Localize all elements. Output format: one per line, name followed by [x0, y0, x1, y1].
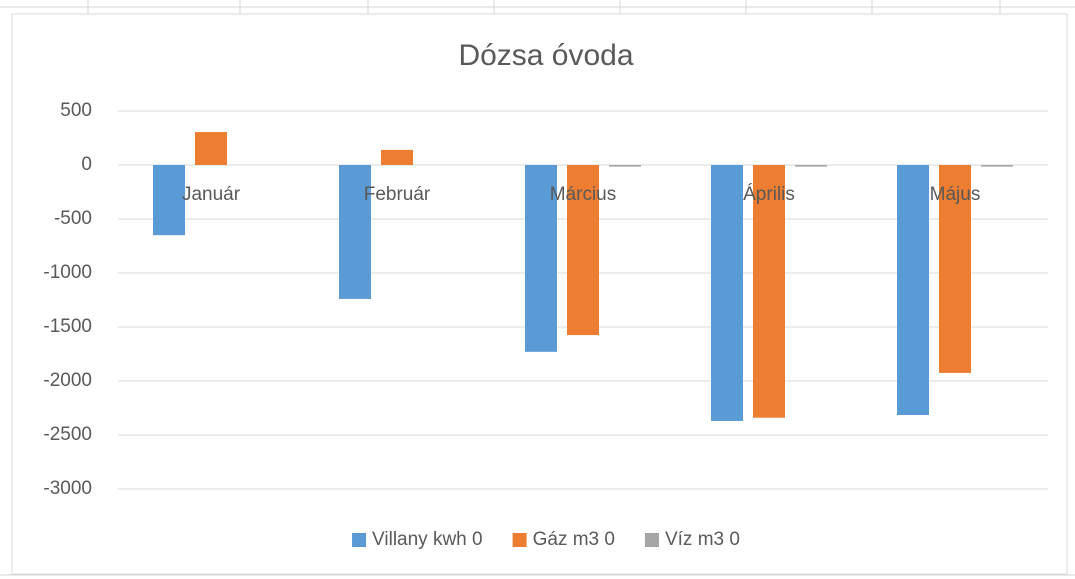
x-tick-label: Március	[550, 184, 617, 205]
legend-label: Villany kwh 0	[372, 529, 483, 550]
bar	[939, 165, 971, 373]
x-tick-label: Április	[743, 184, 795, 205]
x-tick-label: Január	[182, 184, 241, 205]
legend-swatch	[352, 533, 367, 547]
bar	[567, 165, 599, 336]
chart-title: Dózsa óvoda	[458, 39, 633, 72]
bar	[753, 165, 785, 418]
y-tick-label: -3000	[43, 478, 92, 499]
y-tick-label: -1000	[43, 262, 92, 283]
x-tick-label: Február	[364, 184, 431, 205]
bar	[381, 149, 413, 165]
bar	[195, 132, 227, 165]
y-tick-label: -2500	[43, 424, 92, 445]
legend-label: Víz m3 0	[665, 529, 740, 550]
y-tick-label: -1500	[43, 316, 92, 337]
bar	[711, 165, 743, 421]
legend-swatch	[644, 533, 659, 547]
bar	[153, 165, 185, 236]
x-tick-label: Május	[930, 184, 981, 205]
y-tick-label: -2000	[43, 370, 92, 391]
legend-label: Gáz m3 0	[533, 529, 615, 550]
legend-swatch	[512, 533, 527, 547]
y-tick-label: 0	[81, 154, 92, 175]
bar	[609, 165, 641, 167]
bar	[981, 165, 1013, 167]
bar	[339, 165, 371, 299]
y-tick-label: 500	[60, 100, 92, 121]
y-tick-label: -500	[54, 208, 92, 229]
bar	[897, 165, 929, 416]
bar	[525, 165, 557, 352]
bar	[795, 165, 827, 167]
